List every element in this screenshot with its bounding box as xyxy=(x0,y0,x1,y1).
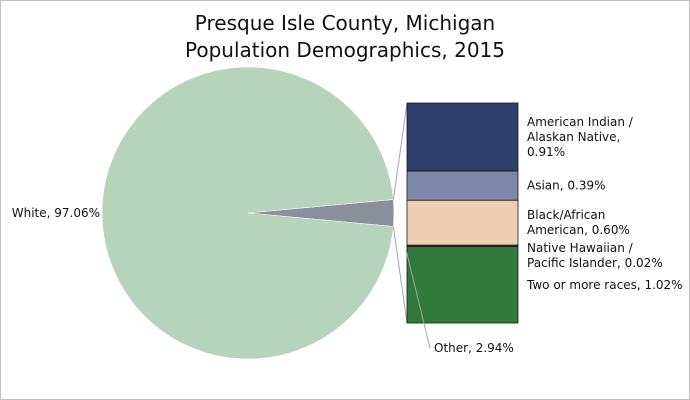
data-label-asian: Asian, 0.39% xyxy=(527,179,606,193)
bar-segment-american-indian-alaskan-native xyxy=(406,102,519,172)
data-labels: White, 97.06% American Indian / Alaskan Na… xyxy=(12,115,683,355)
other-leader-line xyxy=(405,249,431,349)
chart-title-line1: Presque Isle County, Michigan xyxy=(195,11,495,35)
chart-title-line2: Population Demographics, 2015 xyxy=(185,38,505,62)
data-label-black-african-american: Black/African American, 0.60% xyxy=(527,208,630,237)
bar-segment-two-or-more-races xyxy=(406,246,519,324)
data-label-two-or-more-races: Two or more races, 1.02% xyxy=(526,278,683,292)
connector-line-bottom xyxy=(392,226,408,324)
breakdown-bar xyxy=(406,102,519,324)
data-label-american-indian-alaskan-native: American Indian / Alaskan Native, 0.91% xyxy=(527,115,634,159)
bar-segment-asian xyxy=(406,170,519,201)
connector-line-top xyxy=(392,102,408,200)
data-label-native-hawaiian-pacific-islander: Native Hawaiian / Pacific Islander, 0.02% xyxy=(527,241,663,270)
bar-segment-black-african-american xyxy=(406,199,519,246)
pie-slices xyxy=(101,66,395,360)
connector-lines xyxy=(392,102,408,324)
data-label-white: White, 97.06% xyxy=(12,206,100,220)
data-label-other: Other, 2.94% xyxy=(434,341,514,355)
pie-slice-white xyxy=(101,66,394,360)
